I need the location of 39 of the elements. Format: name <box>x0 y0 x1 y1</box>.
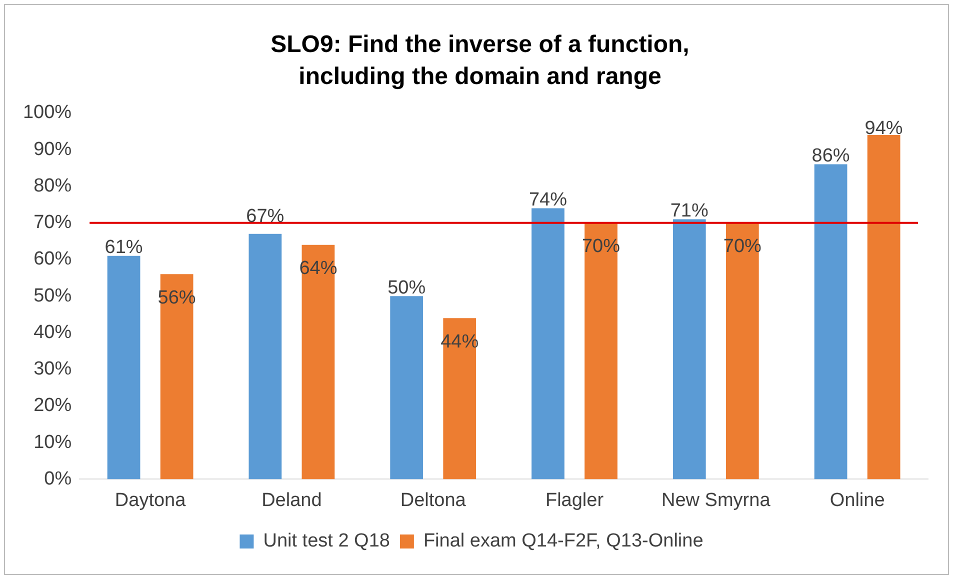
y-tick-label: 10% <box>34 432 72 453</box>
x-tick-label: New Smyrna <box>662 490 771 511</box>
y-tick-label: 40% <box>34 322 72 343</box>
data-label: 50% <box>388 277 426 298</box>
data-label: 61% <box>104 237 143 258</box>
bar <box>160 274 194 480</box>
y-tick-label: 60% <box>34 248 72 270</box>
y-tick-label: 70% <box>34 212 72 234</box>
x-tick-label: Online <box>830 490 885 511</box>
data-label: 67% <box>246 206 284 228</box>
data-label: 94% <box>864 118 903 140</box>
y-tick-label: 20% <box>34 395 72 416</box>
bar <box>248 234 282 480</box>
bar <box>814 164 848 480</box>
chart-title: SLO9: Find the inverse of a function, including the domain and range <box>270 30 690 92</box>
data-label: 74% <box>528 189 568 210</box>
x-tick-label: Deltona <box>400 490 466 511</box>
y-tick-label: 30% <box>34 358 72 380</box>
legend-label: Unit test 2 Q18 <box>263 530 390 552</box>
bar <box>672 219 706 480</box>
x-tick-label: Deland <box>262 490 322 511</box>
x-tick-label: Flagler <box>545 490 604 511</box>
y-tick-label: 50% <box>34 285 72 306</box>
legend-label: Final exam Q14-F2F, Q13-Online <box>423 530 704 552</box>
y-tick-label: 80% <box>34 175 72 196</box>
bar <box>532 208 564 480</box>
bar <box>302 244 335 480</box>
bar <box>584 222 618 480</box>
bar <box>867 134 900 480</box>
y-tick-label: 90% <box>34 138 72 160</box>
y-tick-label: 100% <box>22 102 72 124</box>
x-tick-label: Daytona <box>114 490 186 511</box>
bar <box>107 256 140 480</box>
y-tick-label: 0% <box>44 468 72 490</box>
bar <box>390 296 424 480</box>
data-label: 71% <box>670 200 709 222</box>
bar <box>443 318 476 480</box>
bar <box>726 222 759 480</box>
data-label: 86% <box>812 146 850 166</box>
